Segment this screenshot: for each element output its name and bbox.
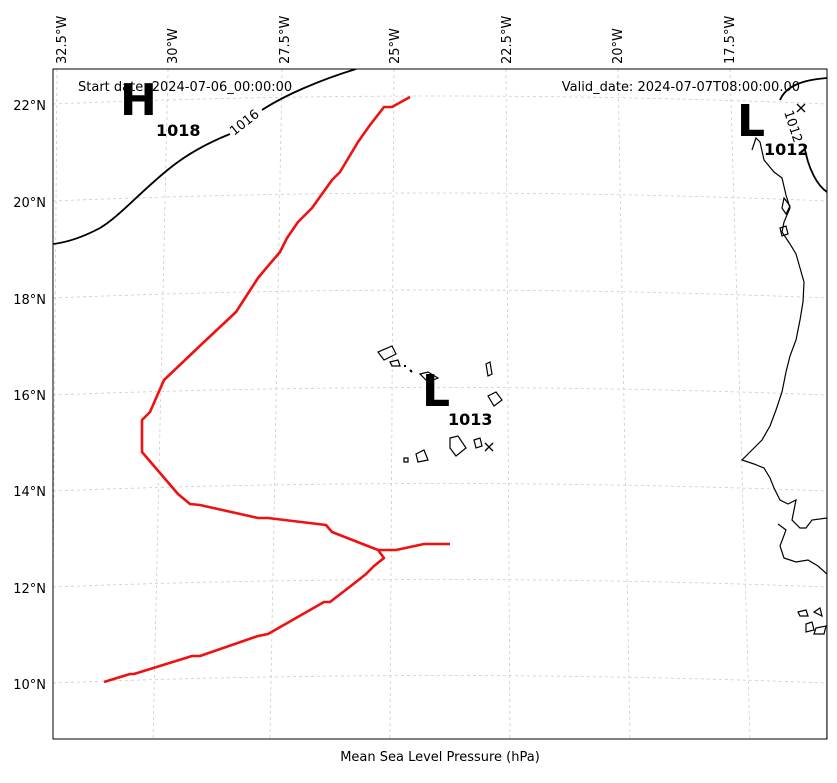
parallel-12n [53, 579, 827, 588]
cape-verde-fogo [415, 449, 429, 463]
lat-tick-12n: 12°N [13, 582, 46, 597]
x-axis-label: Mean Sea Level Pressure (hPa) [340, 750, 540, 765]
lon-tick-20w: 20°W [611, 28, 626, 64]
parallel-22n [53, 95, 827, 105]
storm-track-tail [378, 542, 450, 552]
lat-tick-18n: 18°N [13, 293, 46, 308]
cape-verde-sao-vicente [389, 359, 401, 367]
low-center-marker-2 [796, 103, 806, 113]
cape-verde-raso [409, 369, 413, 373]
coast-fragment [781, 196, 791, 216]
meridian-20w [617, 69, 631, 739]
cape-verde-sal [485, 361, 493, 377]
cape-verde-maio [473, 437, 483, 449]
parallel-16n [53, 387, 827, 396]
coastline [377, 136, 827, 739]
meridian-27-5w [269, 69, 283, 739]
coast-fragment-2 [779, 225, 789, 237]
low-pressure-value-2: 1012 [764, 140, 809, 159]
parallel-20n [53, 192, 827, 202]
africa-coast [740, 136, 827, 739]
parallel-14n [53, 483, 827, 492]
meridian-22-5w [505, 69, 511, 739]
lon-tick-17-5w: 17.5°W [723, 16, 738, 64]
isobar-1016 [53, 69, 357, 245]
map-frame [52, 68, 828, 740]
meridian-30w [152, 69, 169, 739]
graticule [53, 69, 827, 739]
storm-track [103, 95, 411, 684]
cape-verde-boa-vista [487, 391, 503, 407]
meridian-17-5w [729, 69, 751, 739]
high-pressure-value: 1018 [156, 121, 201, 140]
parallel-10n [53, 675, 827, 684]
low-pressure-letter-2: L [737, 96, 765, 147]
low-pressure-letter: L [422, 366, 450, 417]
start-date-label: Start date: 2024-07-06_00:00:00 [78, 80, 292, 95]
lat-tick-10n: 10°N [13, 678, 46, 693]
parallel-18n [53, 289, 827, 299]
lon-tick-labels: 32.5°W 30°W 27.5°W 25°W 22.5°W 20°W 17.5… [55, 16, 738, 64]
lat-tick-16n: 16°N [13, 389, 46, 404]
lat-tick-20n: 20°N [13, 196, 46, 211]
cape-verde-santiago [449, 435, 467, 457]
meridian-25w [389, 69, 395, 739]
cape-verde-sao-nicolau [418, 371, 440, 383]
lat-tick-14n: 14°N [13, 485, 46, 500]
lat-tick-22n: 22°N [13, 99, 46, 114]
bissagos-islands [797, 607, 827, 635]
lon-tick-22-5w: 22.5°W [500, 16, 515, 64]
lon-tick-30w: 30°W [166, 28, 181, 64]
lon-tick-27-5w: 27.5°W [278, 16, 293, 64]
lat-tick-labels: 22°N 20°N 18°N 16°N 14°N 12°N 10°N [13, 99, 46, 693]
low-pressure-value: 1013 [448, 410, 493, 429]
africa-coast-south [777, 523, 827, 575]
high-pressure-letter: H [120, 75, 157, 126]
isobar-label-1016: 1016 [227, 107, 262, 139]
valid-date-label: Valid_date: 2024-07-07T08:00:00.00 [562, 80, 800, 95]
isobars [53, 69, 827, 245]
cape-verde-brava [403, 457, 409, 463]
low-center-marker [484, 442, 494, 452]
lon-tick-32-5w: 32.5°W [55, 16, 70, 64]
isobar-1012 [779, 77, 827, 193]
cape-verde-santo-antao [377, 345, 397, 361]
lon-tick-25w: 25°W [388, 28, 403, 64]
